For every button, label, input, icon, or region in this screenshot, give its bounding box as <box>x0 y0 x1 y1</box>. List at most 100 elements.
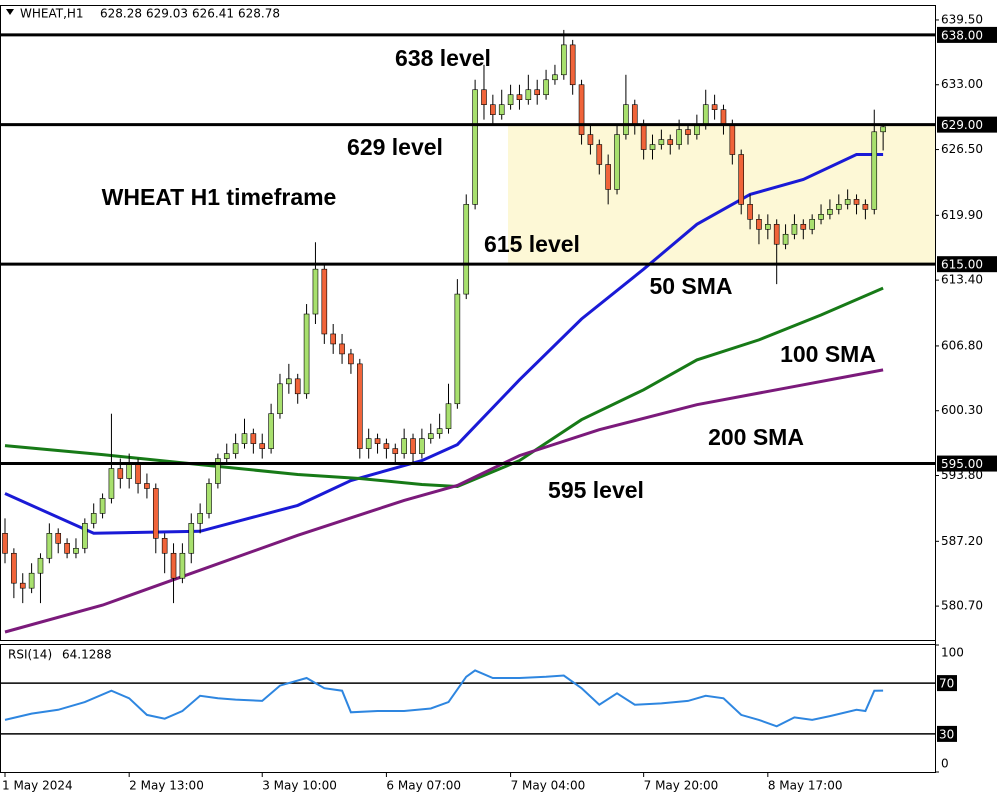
candle-body <box>445 403 452 429</box>
level-label-box <box>937 116 997 133</box>
candle-body <box>82 523 88 549</box>
candle-body <box>871 131 878 210</box>
level-label: 70 <box>939 677 954 691</box>
candle-body <box>765 224 771 230</box>
candle-body <box>135 463 141 484</box>
candle-body <box>374 438 381 444</box>
candle-body <box>73 547 79 554</box>
candle-body <box>835 204 842 210</box>
candle-body <box>534 89 541 96</box>
ohlc-open: 628.28 <box>100 7 142 21</box>
candle-body <box>791 224 798 235</box>
zone <box>508 124 935 265</box>
candle-body <box>481 89 487 105</box>
y-tick-label: 633.00 <box>941 77 983 91</box>
candle-body <box>631 104 638 125</box>
y-tick-label: 100 <box>941 646 964 660</box>
candle-body <box>11 552 17 584</box>
candle-body <box>250 433 257 444</box>
candle-body <box>561 44 567 76</box>
candle-body <box>862 204 869 210</box>
candle-body <box>330 333 336 345</box>
candle-body <box>738 154 745 205</box>
candle-body <box>312 268 319 315</box>
candle-body <box>729 124 736 155</box>
candle-body <box>658 139 665 145</box>
candle-body <box>490 104 496 115</box>
candle-body <box>711 104 718 110</box>
level-label: 638.00 <box>941 28 983 42</box>
sma-line <box>4 153 884 535</box>
candle-body <box>596 144 603 165</box>
level-label: 595.00 <box>941 457 983 471</box>
candle-body <box>108 468 115 499</box>
candle-body <box>223 453 230 459</box>
candle-body <box>28 572 35 589</box>
ohlc-close: 628.78 <box>238 7 280 21</box>
menu-arrow[interactable] <box>6 9 14 15</box>
candle-body <box>516 94 523 101</box>
candle-body <box>800 224 807 230</box>
y-tick-label: 606.80 <box>941 338 983 352</box>
candle-body <box>206 483 212 514</box>
x-tick-label: 7 May 20:00 <box>644 779 719 793</box>
level-label-box <box>937 26 997 43</box>
candle-body <box>410 438 416 454</box>
candle-body <box>880 126 886 133</box>
candle-body <box>552 74 558 81</box>
candle-body <box>667 139 674 145</box>
candle-body <box>197 513 203 524</box>
candle-body <box>179 552 186 579</box>
candle-body <box>241 433 248 444</box>
candle-body <box>623 104 629 135</box>
candle-body <box>685 129 691 135</box>
candle-body <box>286 378 292 385</box>
candle-body <box>818 214 824 220</box>
level-label: 615.00 <box>941 258 983 272</box>
rsi-line <box>4 669 884 728</box>
x-tick-label: 3 May 10:00 <box>262 779 337 793</box>
candle-body <box>427 433 434 439</box>
candle-body <box>419 438 425 454</box>
candle-body <box>782 233 789 245</box>
candle-body <box>747 204 753 220</box>
candle-body <box>614 134 620 190</box>
candle-body <box>126 463 132 479</box>
ohlc-low: 626.41 <box>192 7 234 21</box>
candle-body <box>365 438 372 449</box>
candle-body <box>525 89 532 101</box>
symbol: WHEAT,H1 <box>20 7 84 21</box>
candle-body <box>348 353 354 365</box>
ohlc-high: 629.03 <box>146 7 188 21</box>
level-label: 629.00 <box>941 118 983 132</box>
y-tick-label: 639.50 <box>941 12 983 26</box>
y-tick-label: 619.90 <box>941 208 983 222</box>
candle-body <box>507 94 514 105</box>
candle-body <box>844 199 851 205</box>
candle-body <box>37 557 44 574</box>
y-tick-label: 0 <box>941 757 949 771</box>
candle-body <box>64 543 70 554</box>
candle-body <box>809 219 815 230</box>
candle-body <box>827 209 833 215</box>
candle-body <box>268 413 274 449</box>
candle-body <box>55 533 62 544</box>
candle-body <box>303 313 310 395</box>
rsi-frame <box>0 644 936 773</box>
candle-body <box>356 363 363 449</box>
candle-body <box>454 293 461 405</box>
candle-body <box>152 488 159 539</box>
candle-body <box>569 44 576 86</box>
candle-body <box>170 552 177 579</box>
candle-body <box>259 443 266 449</box>
series-label: 50 SMA <box>649 273 732 299</box>
candle-body <box>587 134 594 145</box>
candle-body <box>472 89 478 205</box>
y-tick-label: 600.30 <box>941 403 983 417</box>
y-tick-label: 626.50 <box>941 142 983 156</box>
candle-body <box>232 443 239 454</box>
candle-body <box>99 498 106 514</box>
x-tick-label: 8 May 17:00 <box>768 779 843 793</box>
main-frame <box>0 5 936 641</box>
